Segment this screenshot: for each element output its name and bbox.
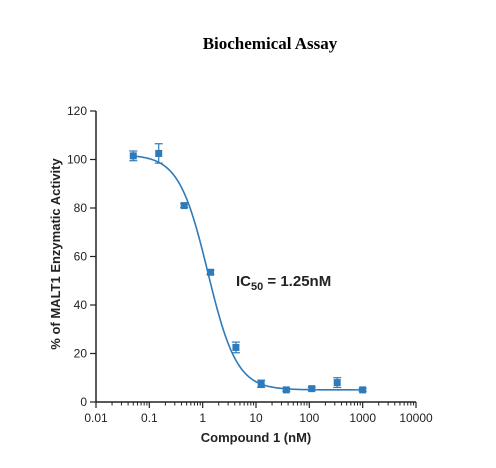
fit-curve-layer	[130, 155, 365, 391]
y-tick-label: 80	[74, 201, 88, 215]
point-marker	[333, 379, 341, 387]
data-point	[231, 341, 240, 354]
point-marker	[257, 380, 265, 388]
fit-curve	[130, 155, 365, 391]
point-marker	[359, 386, 367, 394]
point-marker	[232, 343, 240, 351]
x-tick-label: 0.01	[84, 411, 108, 425]
ic50-annotation: IC50 = 1.25nM	[236, 273, 331, 293]
point-marker	[282, 386, 290, 394]
x-axis-label: Compound 1 (nM)	[201, 430, 311, 445]
point-marker	[129, 152, 137, 160]
data-point	[180, 202, 189, 210]
x-tick-label: 100	[299, 411, 319, 425]
data-point	[358, 386, 367, 394]
axes: 0.01 0.1 1 10 100 1000 10000 0 20 40 60 80 100 120	[67, 104, 433, 425]
y-tick-label: 40	[74, 298, 88, 312]
point-marker	[206, 268, 214, 276]
point-marker	[180, 202, 188, 210]
data-point	[129, 150, 138, 162]
data-point	[206, 268, 215, 276]
point-marker	[155, 149, 163, 157]
y-tick-label: 0	[80, 395, 87, 409]
data-point	[257, 379, 266, 389]
data-point	[307, 385, 316, 393]
x-tick-label: 10000	[399, 411, 433, 425]
data-point	[154, 143, 163, 164]
data-points-layer	[129, 143, 367, 394]
x-tick-label: 10	[249, 411, 263, 425]
y-tick-label: 120	[67, 104, 87, 118]
y-axis-label: % of MALT1 Enzymatic Activity	[48, 158, 63, 350]
y-tick-label: 20	[74, 347, 88, 361]
y-tick-label: 100	[67, 153, 87, 167]
x-tick-label: 1000	[349, 411, 376, 425]
y-tick-label: 60	[74, 250, 88, 264]
x-tick-label: 0.1	[141, 411, 158, 425]
point-marker	[308, 385, 316, 393]
data-point	[333, 377, 342, 389]
data-point	[282, 386, 291, 394]
chart-title: Biochemical Assay	[202, 34, 338, 53]
x-tick-label: 1	[199, 411, 206, 425]
